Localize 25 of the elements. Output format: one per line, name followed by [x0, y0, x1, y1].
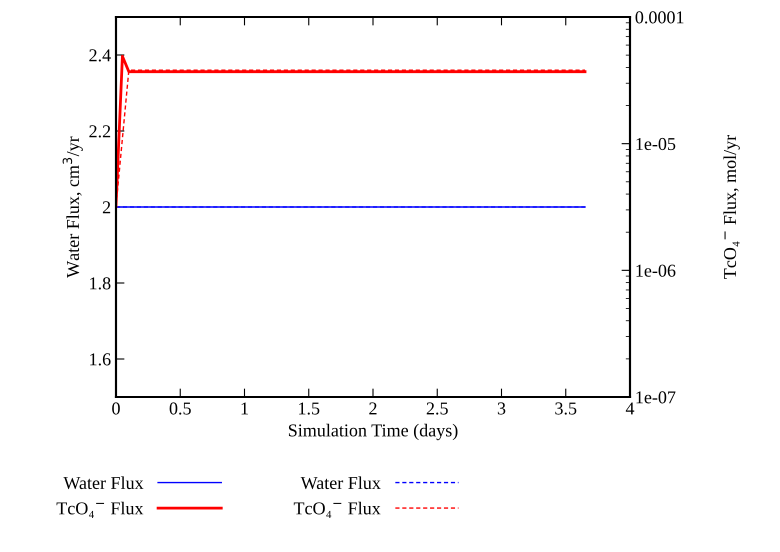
x-tick-label: 2 [369, 402, 377, 414]
x-tick-label: 1.5 [299, 402, 320, 415]
y2-tick-label: 0.0001 [636, 11, 684, 24]
x-tick-label: 0 [112, 402, 120, 415]
y-tick-label: 2 [102, 201, 110, 214]
y-tick-label: 1.6 [90, 353, 111, 366]
x-tick-label: 4 [626, 402, 634, 414]
x-tick-label: 1 [242, 402, 248, 414]
x-tick-label: 0.5 [170, 402, 191, 415]
x-axis-title: Simulation Time (days) [288, 424, 458, 440]
x-tick-label: 3 [498, 402, 506, 415]
y-tick-label: 2.2 [89, 125, 110, 138]
y-axis-title: Water Flux, cm$^{3}$/yr [62, 136, 83, 278]
y-tick-label: 2.4 [89, 49, 111, 62]
x-tick-label: 3.5 [555, 402, 576, 415]
y2-tick-label: 1e-05 [636, 138, 676, 150]
legend-label: Water Flux [63, 476, 144, 490]
legend-label: Water Flux [300, 476, 381, 490]
legend-label: TcO₄$^{−}$ Flux [294, 502, 381, 518]
x-tick-label: 2.5 [426, 402, 448, 415]
y-tick-label: 1.8 [90, 277, 110, 290]
legend-label: TcO₄$^{−}$ Flux [56, 502, 144, 518]
y2-axis-title: TcO₄$^{−}$ Flux, mol/yr [723, 134, 740, 279]
y2-tick-label: 1e-07 [636, 391, 676, 404]
y2-tick-label: 1e-06 [636, 264, 676, 277]
